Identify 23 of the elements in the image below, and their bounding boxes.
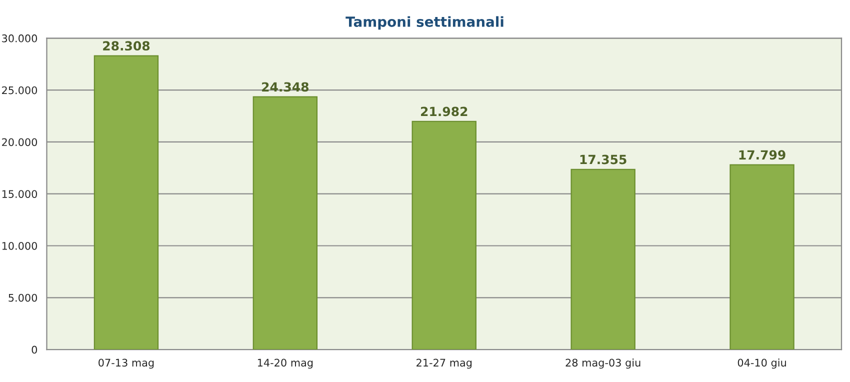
data-label: 28.308 [103,41,150,51]
y-tick-label: 15.000 [2,190,38,198]
x-tick-label: 14-20 mag [258,358,313,369]
y-tick-label: 25.000 [2,86,38,94]
x-tick-label: 07-13 mag [98,358,154,369]
bar [730,164,794,350]
y-tick-label: 10.000 [2,242,38,250]
y-tick-label: 30.000 [2,34,38,42]
bar [252,96,318,350]
data-label: 21.982 [420,106,468,116]
x-tick-label: 21-27 mag [416,358,472,369]
bar [412,120,476,350]
chart-title: Tamponi settimanali [346,16,504,30]
data-label: 17.799 [739,150,786,160]
bar [570,168,636,350]
x-tick-label: 04-10 giu [738,358,786,369]
y-tick-label: 5.000 [8,294,38,302]
bar [94,55,159,350]
y-tick-label: 0 [32,346,38,354]
data-label: 17.355 [580,154,626,164]
data-label: 24.348 [262,82,309,92]
y-tick-label: 20.000 [2,138,38,146]
x-tick-label: 28 mag-03 giu [566,358,640,369]
